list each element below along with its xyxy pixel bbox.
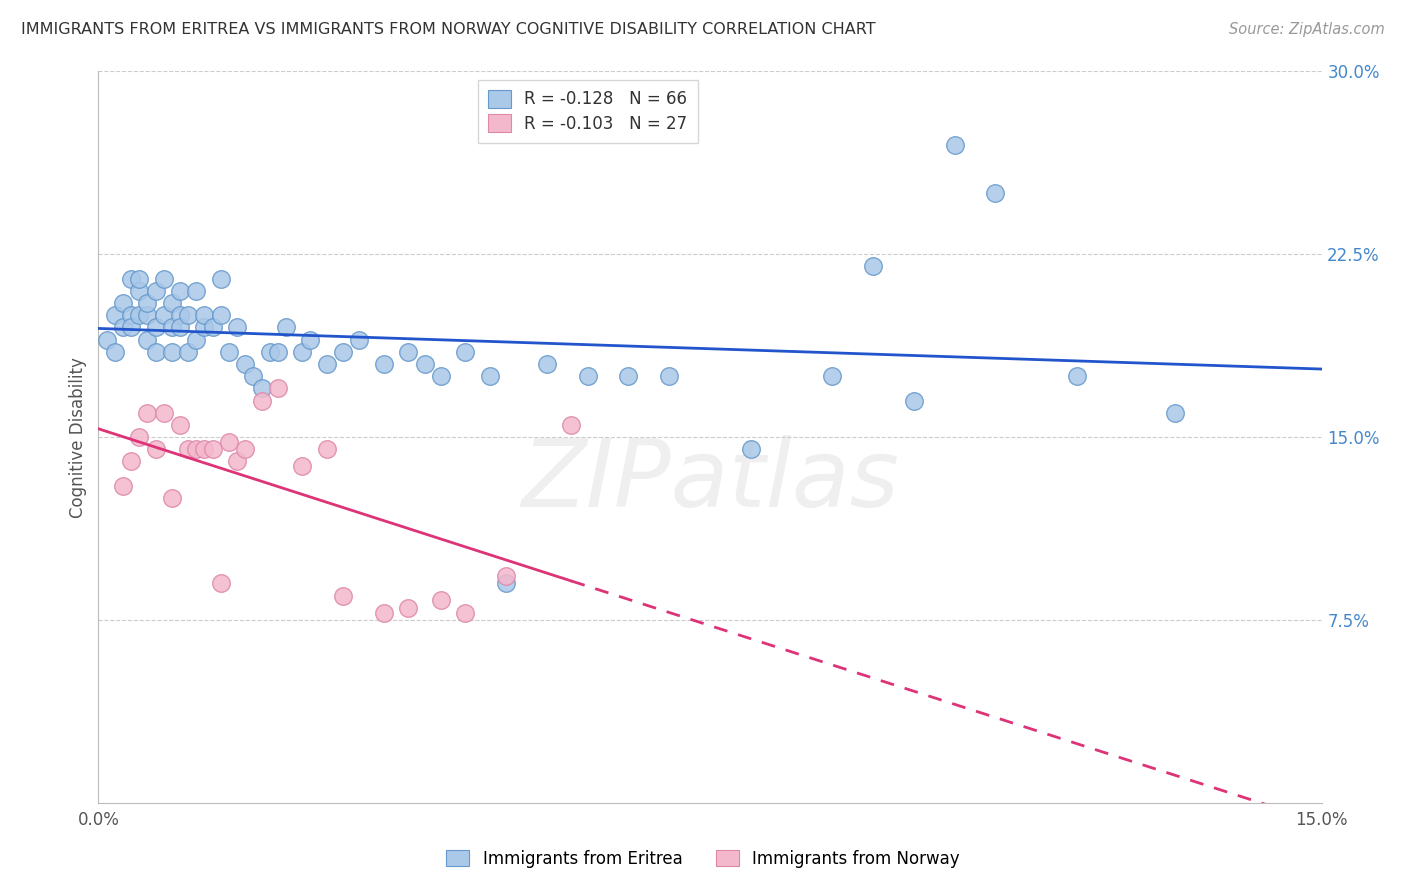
Point — [160, 296, 183, 310]
Point — [560, 417, 582, 432]
Point — [160, 491, 183, 505]
Point — [136, 308, 159, 322]
Point — [128, 308, 150, 322]
Point — [152, 308, 174, 322]
Point — [315, 357, 337, 371]
Point — [218, 344, 240, 359]
Point — [226, 454, 249, 468]
Point — [373, 357, 395, 371]
Point — [145, 344, 167, 359]
Point — [233, 357, 256, 371]
Point — [349, 333, 371, 347]
Point — [120, 320, 142, 334]
Point — [315, 442, 337, 457]
Point — [495, 569, 517, 583]
Point — [145, 320, 167, 334]
Point — [186, 284, 208, 298]
Point — [136, 333, 159, 347]
Point — [120, 271, 142, 285]
Text: ZIPatlas: ZIPatlas — [522, 435, 898, 526]
Point — [454, 606, 477, 620]
Point — [250, 381, 273, 395]
Point — [128, 271, 150, 285]
Point — [821, 369, 844, 384]
Point — [218, 434, 240, 449]
Point — [160, 344, 183, 359]
Point — [430, 593, 453, 607]
Point — [177, 442, 200, 457]
Point — [396, 344, 419, 359]
Point — [299, 333, 322, 347]
Point — [160, 320, 183, 334]
Point — [104, 344, 127, 359]
Point — [1066, 369, 1088, 384]
Point — [943, 137, 966, 152]
Text: Source: ZipAtlas.com: Source: ZipAtlas.com — [1229, 22, 1385, 37]
Point — [177, 308, 200, 322]
Point — [201, 320, 224, 334]
Point — [332, 344, 354, 359]
Point — [740, 442, 762, 457]
Point — [413, 357, 436, 371]
Point — [186, 442, 208, 457]
Point — [104, 308, 127, 322]
Point — [576, 369, 599, 384]
Point — [209, 308, 232, 322]
Point — [454, 344, 477, 359]
Point — [226, 320, 249, 334]
Point — [617, 369, 640, 384]
Point — [903, 393, 925, 408]
Point — [120, 454, 142, 468]
Point — [111, 479, 134, 493]
Point — [267, 381, 290, 395]
Point — [478, 369, 501, 384]
Point — [111, 320, 134, 334]
Point — [201, 442, 224, 457]
Point — [1164, 406, 1187, 420]
Point — [291, 344, 314, 359]
Point — [209, 271, 232, 285]
Point — [128, 284, 150, 298]
Point — [169, 284, 191, 298]
Point — [193, 320, 215, 334]
Point — [233, 442, 256, 457]
Point — [169, 320, 191, 334]
Point — [291, 459, 314, 474]
Point — [373, 606, 395, 620]
Point — [862, 260, 884, 274]
Y-axis label: Cognitive Disability: Cognitive Disability — [69, 357, 87, 517]
Legend: Immigrants from Eritrea, Immigrants from Norway: Immigrants from Eritrea, Immigrants from… — [439, 844, 967, 875]
Point — [332, 589, 354, 603]
Point — [209, 576, 232, 591]
Point — [242, 369, 264, 384]
Point — [177, 344, 200, 359]
Point — [430, 369, 453, 384]
Point — [136, 406, 159, 420]
Point — [120, 308, 142, 322]
Point — [250, 393, 273, 408]
Point — [984, 186, 1007, 201]
Point — [128, 430, 150, 444]
Point — [495, 576, 517, 591]
Point — [396, 600, 419, 615]
Point — [259, 344, 281, 359]
Point — [96, 333, 118, 347]
Point — [658, 369, 681, 384]
Point — [193, 308, 215, 322]
Point — [145, 284, 167, 298]
Point — [274, 320, 297, 334]
Point — [136, 296, 159, 310]
Point — [193, 442, 215, 457]
Point — [152, 406, 174, 420]
Legend: R = -0.128   N = 66, R = -0.103   N = 27: R = -0.128 N = 66, R = -0.103 N = 27 — [478, 79, 697, 143]
Text: IMMIGRANTS FROM ERITREA VS IMMIGRANTS FROM NORWAY COGNITIVE DISABILITY CORRELATI: IMMIGRANTS FROM ERITREA VS IMMIGRANTS FR… — [21, 22, 876, 37]
Point — [152, 271, 174, 285]
Point — [169, 417, 191, 432]
Point — [267, 344, 290, 359]
Point — [145, 442, 167, 457]
Point — [186, 333, 208, 347]
Point — [111, 296, 134, 310]
Point — [536, 357, 558, 371]
Point — [169, 308, 191, 322]
